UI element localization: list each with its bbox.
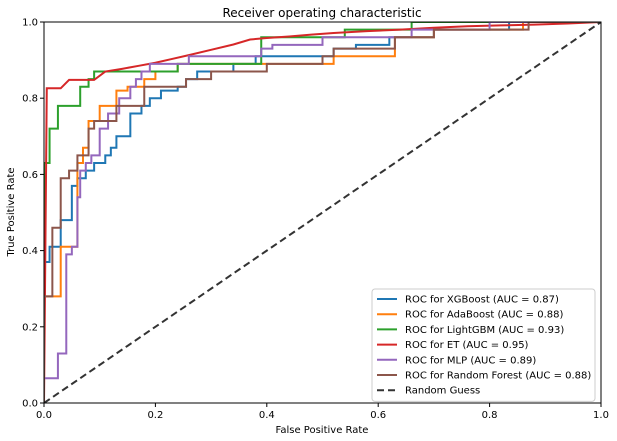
plot-frame	[43, 21, 602, 404]
legend-box	[371, 288, 596, 402]
series-line-4	[44, 22, 601, 403]
legend-label: ROC for AdaBoost (AUC = 0.88)	[405, 310, 564, 321]
x-tick-label: 1.0	[593, 410, 609, 421]
series-line-3	[44, 22, 601, 403]
legend-label: ROC for ET (AUC = 0.95)	[405, 340, 529, 351]
y-tick-label: 0.0	[22, 399, 38, 410]
x-axis: 0.0 0.2 0.4 0.6 0.8 1.0	[36, 403, 609, 421]
legend-label: ROC for MLP (AUC = 0.89)	[405, 355, 536, 366]
y-axis-label: True Positive Rate	[6, 167, 17, 257]
x-axis-label: False Positive Rate	[276, 425, 369, 436]
series-line-5	[44, 22, 601, 403]
x-tick-label: 0.4	[259, 410, 275, 421]
x-tick-label: 0.8	[482, 410, 498, 421]
y-tick-label: 0.8	[22, 94, 38, 105]
x-tick-label: 0.0	[36, 410, 52, 421]
legend: ROC for XGBoost (AUC = 0.87) ROC for AdaB…	[371, 288, 596, 402]
y-tick-label: 1.0	[22, 18, 38, 29]
series-layer	[44, 22, 601, 403]
legend-label: Random Guess	[405, 386, 480, 397]
x-tick-label: 0.2	[147, 410, 163, 421]
x-tick-label: 0.6	[370, 410, 386, 421]
legend-label: ROC for XGBoost (AUC = 0.87)	[405, 295, 559, 306]
series-line-2	[44, 22, 601, 403]
y-tick-label: 0.4	[22, 246, 38, 257]
legend-label: ROC for Random Forest (AUC = 0.88)	[405, 371, 591, 382]
series-line-6	[44, 22, 601, 403]
chart-title: Receiver operating characteristic	[222, 6, 421, 20]
y-axis: 0.0 0.2 0.4 0.6 0.8 1.0	[22, 18, 44, 410]
y-tick-label: 0.2	[22, 322, 38, 333]
y-tick-label: 0.6	[22, 170, 38, 181]
legend-label: ROC for LightGBM (AUC = 0.93)	[405, 325, 564, 336]
